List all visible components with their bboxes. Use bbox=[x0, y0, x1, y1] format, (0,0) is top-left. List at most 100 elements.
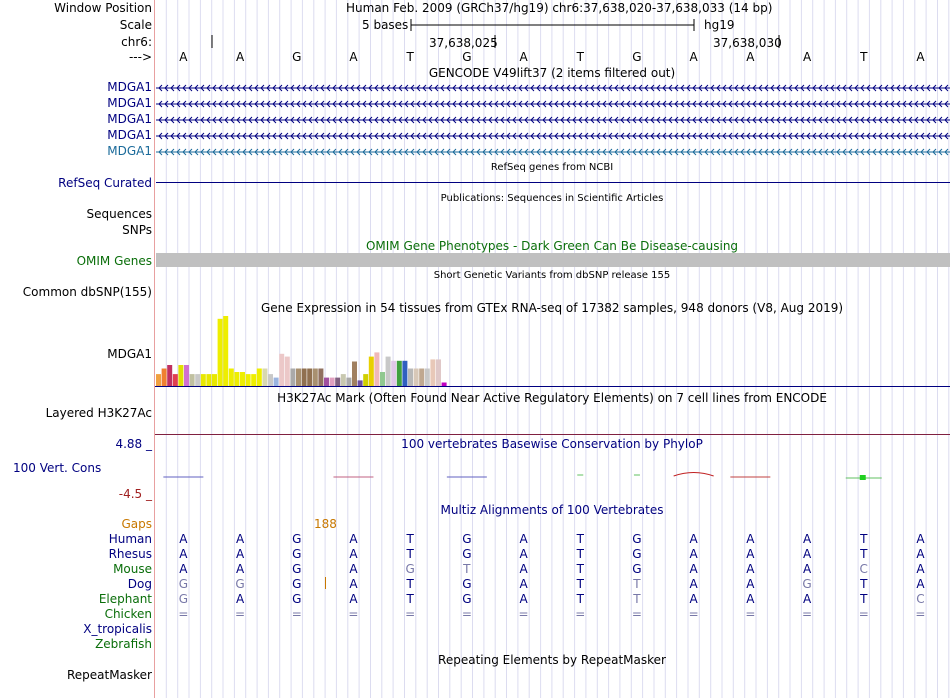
species-label[interactable]: Chicken bbox=[104, 607, 152, 621]
base-letter: A bbox=[235, 50, 245, 64]
strand-arrow bbox=[206, 148, 211, 156]
alignment-base: = bbox=[235, 607, 246, 621]
species-label[interactable]: Rhesus bbox=[108, 547, 152, 561]
species-label[interactable]: X_tropicalis bbox=[83, 622, 152, 636]
strand-arrow bbox=[848, 84, 853, 92]
strand-arrow bbox=[788, 84, 793, 92]
gtex-tissue-bar bbox=[408, 368, 413, 386]
gtex-tissue-bar bbox=[363, 374, 369, 386]
strand-arrow bbox=[314, 148, 319, 156]
strand-arrow bbox=[536, 132, 541, 140]
window-position-value[interactable]: Human Feb. 2009 (GRCh37/hg19) chr6:37,63… bbox=[346, 1, 773, 15]
strand-arrow bbox=[596, 132, 601, 140]
strand-arrow bbox=[170, 100, 175, 108]
omim-title[interactable]: OMIM Gene Phenotypes - Dark Green Can Be… bbox=[365, 239, 739, 253]
gtex-tissue-bar bbox=[195, 374, 201, 386]
strand-arrow bbox=[602, 100, 607, 108]
gencode-gene-label[interactable]: MDGA1 bbox=[107, 112, 152, 126]
gtex-label[interactable]: MDGA1 bbox=[107, 347, 152, 361]
strand-arrow bbox=[668, 84, 673, 92]
strand-arrow bbox=[374, 84, 379, 92]
base-letter: G bbox=[632, 50, 642, 64]
h3k27ac-title[interactable]: H3K27Ac Mark (Often Found Near Active Re… bbox=[277, 391, 827, 405]
strand-arrow bbox=[278, 148, 283, 156]
publications-title[interactable]: Publications: Sequences in Scientific Ar… bbox=[440, 193, 664, 204]
strand-arrow bbox=[542, 84, 547, 92]
strand-arrow bbox=[242, 148, 247, 156]
gencode-title[interactable]: GENCODE V49lift37 (2 items filtered out) bbox=[428, 66, 676, 80]
strand-arrow bbox=[170, 84, 175, 92]
strand-arrow bbox=[566, 148, 571, 156]
publications-sequences-label[interactable]: Sequences bbox=[86, 207, 152, 221]
repeatmasker-label[interactable]: RepeatMasker bbox=[66, 668, 152, 682]
strand-arrow bbox=[284, 84, 289, 92]
strand-arrow bbox=[722, 132, 727, 140]
multiz-title[interactable]: Multiz Alignments of 100 Vertebrates bbox=[440, 503, 664, 517]
alignment-base: A bbox=[519, 547, 528, 561]
omim-gene-bar[interactable] bbox=[156, 253, 950, 267]
species-label[interactable]: Mouse bbox=[113, 562, 152, 576]
strand-arrow bbox=[764, 116, 769, 124]
gencode-gene-label[interactable]: MDGA1 bbox=[107, 128, 152, 142]
conservation-signal[interactable] bbox=[0, 465, 950, 485]
strand-arrow bbox=[350, 116, 355, 124]
strand-arrow bbox=[770, 116, 775, 124]
publications-snps-label[interactable]: SNPs bbox=[122, 223, 152, 237]
dbsnp-label[interactable]: Common dbSNP(155) bbox=[22, 285, 152, 299]
strand-arrow bbox=[842, 100, 847, 108]
strand-arrow bbox=[380, 100, 385, 108]
alignment-base: G bbox=[292, 547, 302, 561]
alignment-base: A bbox=[235, 532, 245, 546]
strand-arrow bbox=[422, 100, 427, 108]
repeatmasker-title[interactable]: Repeating Elements by RepeatMasker bbox=[438, 653, 666, 667]
species-label[interactable]: Zebrafish bbox=[95, 637, 152, 651]
refseq-title[interactable]: RefSeq genes from NCBI bbox=[490, 162, 614, 173]
strand-arrow bbox=[896, 84, 901, 92]
gencode-gene-label[interactable]: MDGA1 bbox=[107, 80, 152, 94]
gtex-tissue-bar bbox=[212, 374, 217, 386]
gaps-label[interactable]: Gaps bbox=[121, 517, 152, 531]
strand-arrow bbox=[188, 100, 193, 108]
strand-arrow bbox=[380, 132, 385, 140]
gencode-gene-tracks[interactable] bbox=[155, 80, 950, 160]
omim-label[interactable]: OMIM Genes bbox=[76, 254, 152, 268]
strand-arrow bbox=[314, 132, 319, 140]
strand-arrow bbox=[608, 148, 613, 156]
h3k27ac-label[interactable]: Layered H3K27Ac bbox=[45, 406, 152, 420]
strand-arrow bbox=[266, 84, 271, 92]
strand-arrow bbox=[374, 116, 379, 124]
strand-arrow bbox=[908, 100, 913, 108]
dbsnp-title[interactable]: Short Genetic Variants from dbSNP releas… bbox=[433, 270, 671, 281]
conservation-mark bbox=[673, 472, 714, 477]
refseq-gene-line[interactable] bbox=[156, 182, 950, 183]
strand-arrow bbox=[686, 116, 691, 124]
strand-arrow bbox=[212, 148, 217, 156]
refseq-label[interactable]: RefSeq Curated bbox=[58, 176, 152, 190]
strand-arrow bbox=[320, 84, 325, 92]
strand-arrow bbox=[332, 100, 337, 108]
alignment-base: G bbox=[462, 532, 472, 546]
strand-arrow bbox=[218, 132, 223, 140]
strand-arrow bbox=[686, 100, 691, 108]
strand-arrow bbox=[836, 132, 841, 140]
strand-arrow bbox=[218, 84, 223, 92]
species-label[interactable]: Human bbox=[108, 532, 152, 546]
gtex-expression-chart[interactable] bbox=[155, 315, 555, 387]
strand-arrow bbox=[716, 84, 721, 92]
strand-arrow bbox=[758, 116, 763, 124]
gencode-gene-label[interactable]: MDGA1 bbox=[107, 96, 152, 110]
strand-arrow bbox=[674, 116, 679, 124]
strand-arrow bbox=[734, 148, 739, 156]
gencode-gene-label[interactable]: MDGA1 bbox=[107, 144, 152, 158]
gtex-title[interactable]: Gene Expression in 54 tissues from GTEx … bbox=[260, 301, 844, 315]
strand-arrow bbox=[308, 116, 313, 124]
cons-label[interactable]: 100 Vert. Cons bbox=[13, 461, 102, 475]
strand-arrow bbox=[248, 148, 253, 156]
species-label[interactable]: Dog bbox=[127, 577, 152, 591]
species-label[interactable]: Elephant bbox=[98, 592, 152, 606]
cons-title[interactable]: 100 vertebrates Basewise Conservation by… bbox=[401, 437, 703, 451]
strand-arrow bbox=[824, 132, 829, 140]
strand-arrow bbox=[386, 100, 391, 108]
alignment-base: A bbox=[689, 547, 698, 561]
strand-arrow bbox=[356, 116, 361, 124]
